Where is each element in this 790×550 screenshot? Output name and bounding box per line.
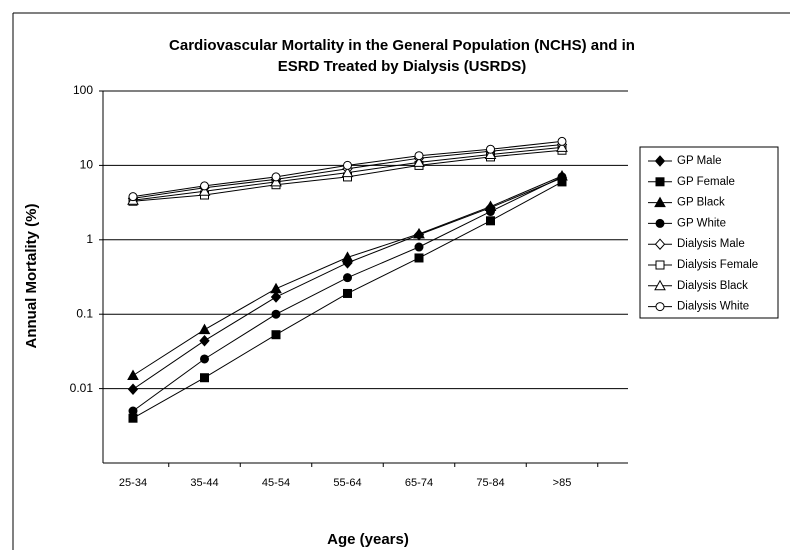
marker (270, 282, 282, 294)
legend-label: Dialysis White (677, 301, 749, 313)
legend-box (639, 146, 779, 319)
marker (341, 166, 354, 178)
legend: GP Male GP Female GP Black GP White Dialysis… (639, 146, 779, 319)
marker (127, 369, 139, 380)
marker (198, 185, 211, 196)
marker (271, 172, 281, 182)
y-tick-label: 0.1 (76, 306, 93, 320)
y-tick-label: 100 (73, 83, 93, 97)
marker (486, 216, 495, 226)
marker (655, 260, 665, 270)
legend-label: Dialysis Female (677, 259, 758, 271)
marker (486, 144, 495, 154)
marker (413, 156, 425, 167)
y-tick-label: 10 (80, 158, 94, 172)
series-line (132, 181, 563, 419)
marker (654, 196, 666, 208)
marker (414, 253, 424, 263)
y-tick-label: 1 (86, 232, 93, 246)
marker (655, 177, 665, 187)
marker (198, 323, 211, 335)
legend-label: GP Male (677, 155, 722, 167)
y-tick-label: 0.01 (70, 381, 94, 395)
marker (556, 141, 568, 152)
marker (343, 288, 352, 298)
chart-title: ESRD Treated by Dialysis (USRDS) (278, 58, 526, 75)
marker (343, 160, 352, 170)
marker (654, 238, 666, 250)
legend-label: Dialysis Male (677, 238, 745, 250)
marker (270, 291, 282, 303)
marker (413, 227, 425, 239)
x-tick-label: 45-54 (262, 477, 290, 489)
marker (414, 151, 424, 161)
legend-label: Dialysis Black (677, 280, 748, 292)
x-tick-label: 55-64 (333, 477, 361, 489)
marker (127, 383, 139, 396)
x-tick-label: >85 (553, 477, 572, 489)
series-line (132, 177, 563, 390)
marker (654, 279, 666, 291)
x-tick-label: 65-74 (405, 477, 433, 489)
legend-label: GP Black (677, 197, 725, 209)
marker (557, 136, 567, 146)
marker (557, 172, 567, 182)
marker (343, 273, 352, 283)
marker (200, 373, 209, 383)
marker (271, 309, 281, 319)
marker (341, 251, 354, 262)
x-axis-label: Age (years) (327, 531, 409, 548)
y-axis-label: Annual Mortality (%) (23, 203, 40, 348)
marker (128, 192, 138, 202)
legend-label: GP Female (677, 176, 735, 188)
marker (128, 406, 138, 416)
marker (486, 207, 495, 217)
legend-label: GP White (677, 217, 726, 229)
chart-title: Cardiovascular Mortality in the General … (169, 37, 635, 54)
marker (200, 354, 209, 364)
marker (655, 302, 665, 312)
marker (484, 148, 497, 160)
x-tick-label: 25-34 (119, 477, 147, 489)
marker (271, 330, 281, 340)
marker (654, 155, 666, 167)
marker (655, 218, 665, 228)
marker (200, 181, 209, 191)
x-tick-label: 35-44 (190, 477, 218, 489)
marker (199, 334, 210, 347)
x-tick-label: 75-84 (476, 477, 504, 489)
marker (414, 242, 424, 252)
